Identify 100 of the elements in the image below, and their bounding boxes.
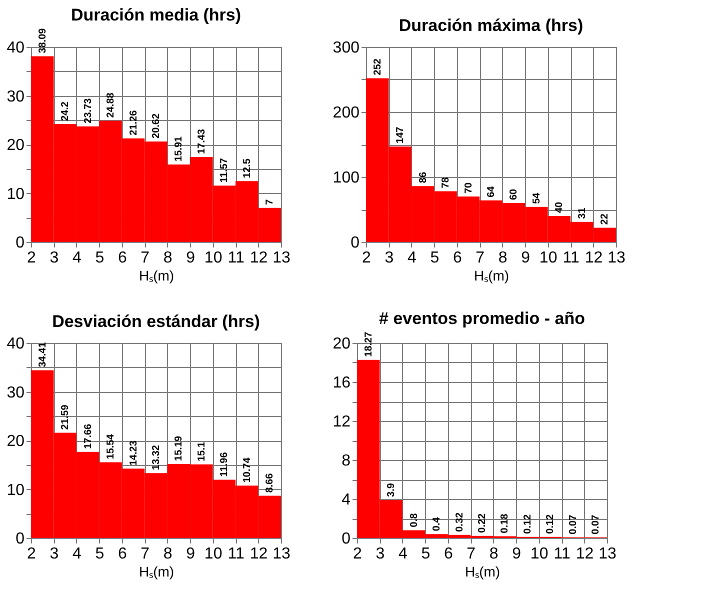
data-label: 24.88	[106, 92, 117, 118]
y-tick-label: 12	[332, 414, 351, 430]
x-tick-label: 12	[584, 250, 603, 266]
chart-title: Desviación estándar (hrs)	[52, 312, 260, 331]
x-tick-label: 12	[576, 546, 594, 562]
y-tick-label: 4	[342, 492, 351, 508]
chart-title: Duración media (hrs)	[70, 5, 242, 24]
data-label: 14.23	[128, 440, 140, 466]
x-tick-label: 8	[163, 250, 172, 266]
data-label: 18.27	[363, 331, 374, 357]
data-label: 86	[418, 172, 429, 184]
x-axis-title: Hₛ(m)	[464, 564, 500, 580]
x-tick-label: 3	[384, 250, 394, 266]
data-label: 11.96	[219, 452, 230, 477]
x-tick-label: 13	[598, 546, 616, 562]
x-tick-label: 2	[353, 546, 362, 562]
x-tick-label: 11	[554, 546, 570, 562]
x-tick-label: 9	[512, 546, 522, 562]
x-tick-label: 10	[204, 250, 222, 266]
x-tick-label: 7	[140, 250, 150, 266]
data-label: 38.09	[37, 28, 48, 54]
data-label: 0.07	[568, 514, 579, 534]
y-tick-label: 100	[332, 170, 360, 186]
x-tick-label: 12	[250, 546, 268, 562]
x-tick-label: 9	[186, 250, 196, 266]
data-label: 147	[395, 126, 406, 144]
chart-title: # eventos promedio - año	[379, 308, 585, 328]
data-label: 0.07	[590, 514, 602, 534]
x-tick-label: 11	[228, 250, 244, 266]
x-tick-label: 13	[608, 250, 626, 266]
x-tick-label: 6	[452, 250, 462, 266]
data-label: 15.19	[174, 435, 185, 461]
data-label: 11.57	[219, 158, 230, 183]
y-tick-label: 30	[6, 88, 25, 106]
data-label: 23.73	[82, 98, 94, 124]
x-tick-label: 9	[186, 546, 196, 562]
data-label: 17.66	[82, 423, 94, 449]
data-label: 70	[463, 182, 474, 194]
x-tick-label: 8	[163, 546, 172, 562]
data-label: 31	[576, 207, 588, 219]
data-label: 22	[600, 213, 611, 225]
data-label: 0.12	[522, 514, 534, 534]
data-label: 15.54	[106, 434, 117, 460]
x-tick-label: 13	[272, 546, 290, 562]
data-label: 0.22	[477, 512, 488, 533]
data-label: 15.91	[174, 136, 185, 162]
x-tick-label: 3	[50, 546, 59, 562]
data-label: 78	[440, 176, 452, 188]
data-label: 64	[486, 186, 497, 198]
data-label: 34.41	[37, 342, 48, 368]
x-tick-label: 4	[72, 546, 82, 562]
x-tick-label: 5	[95, 546, 104, 562]
y-tick-label: 200	[332, 104, 360, 122]
y-tick-label: 0	[350, 234, 360, 252]
x-tick-label: 6	[444, 546, 453, 562]
x-tick-label: 10	[204, 546, 222, 562]
y-tick-label: 0	[342, 530, 351, 548]
x-axis-title: Hₛ(m)	[474, 268, 510, 284]
x-tick-label: 4	[408, 250, 416, 266]
data-label: 0.32	[454, 512, 466, 532]
data-label: 0.18	[500, 513, 511, 534]
x-tick-label: 3	[50, 250, 59, 266]
x-tick-label: 7	[466, 546, 476, 562]
x-tick-label: 10	[539, 250, 558, 266]
y-tick-label: 40	[6, 336, 25, 352]
y-tick-label: 20	[6, 137, 25, 154]
x-tick-label: 4	[398, 546, 408, 562]
x-tick-label: 3	[376, 546, 385, 562]
x-tick-label: 4	[72, 250, 82, 266]
x-tick-label: 7	[476, 250, 485, 266]
data-label: 17.43	[196, 128, 208, 154]
data-label: 60	[508, 188, 520, 200]
data-label: 0.12	[545, 514, 556, 534]
data-label: 8.66	[264, 472, 276, 493]
y-tick-label: 0	[16, 234, 25, 252]
x-tick-label: 8	[498, 250, 508, 266]
x-tick-label: 9	[521, 250, 530, 266]
data-label: 3.9	[386, 482, 398, 497]
data-label: 252	[372, 58, 384, 76]
x-tick-label: 8	[489, 546, 498, 562]
x-axis-title: Hₛ(m)	[138, 564, 174, 580]
x-axis-title: Hₛ(m)	[138, 268, 174, 284]
data-label: 20.62	[151, 113, 162, 138]
x-tick-label: 6	[118, 546, 127, 562]
y-tick-label: 0	[16, 530, 25, 548]
data-label: 0.4	[432, 516, 443, 532]
x-tick-label: 5	[421, 546, 430, 562]
y-tick-label: 10	[6, 482, 25, 499]
data-label: 0.8	[408, 512, 420, 528]
x-tick-label: 2	[27, 546, 36, 562]
x-tick-label: 10	[530, 546, 548, 562]
data-label: 7	[264, 198, 276, 205]
y-tick-label: 30	[6, 384, 25, 402]
data-label: 15.1	[196, 441, 208, 462]
x-tick-label: 2	[362, 250, 372, 266]
x-tick-label: 11	[562, 250, 580, 266]
x-tick-label: 6	[118, 250, 127, 266]
data-label: 21.26	[128, 110, 140, 136]
x-tick-label: 7	[140, 546, 150, 562]
y-tick-label: 20	[6, 433, 25, 450]
